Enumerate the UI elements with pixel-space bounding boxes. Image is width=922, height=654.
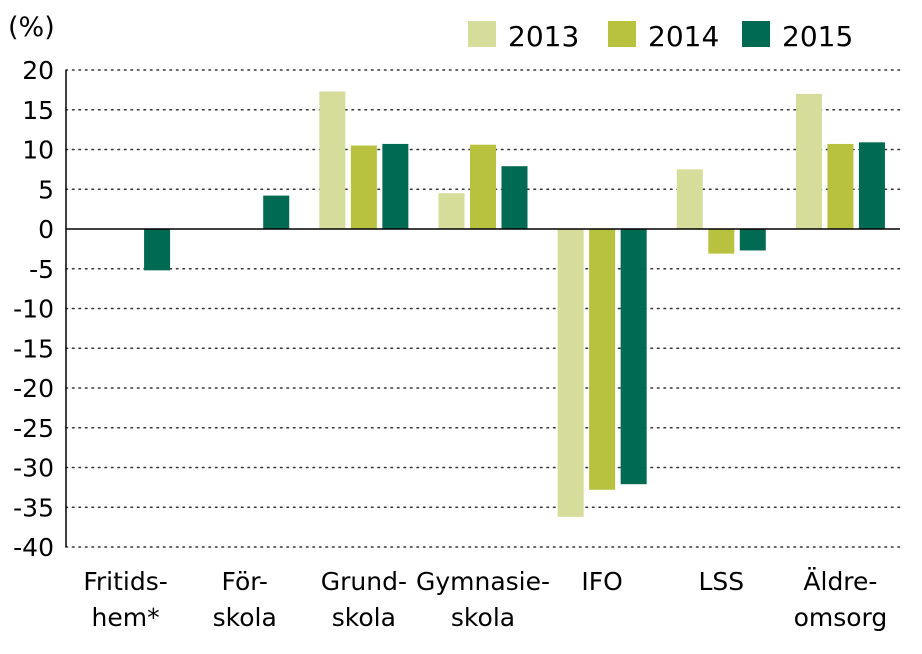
x-category-label: skola	[332, 603, 396, 632]
y-tick-label: 0	[38, 215, 54, 244]
bar-2013-5	[676, 169, 703, 229]
y-tick-label: -15	[13, 334, 54, 363]
bar-2014-3	[470, 144, 496, 229]
bar-2013-3	[438, 193, 465, 229]
bar-2013-4	[557, 229, 584, 517]
legend-label: 2015	[782, 20, 853, 53]
y-tick-label: -20	[13, 374, 54, 403]
bar-2015-0	[144, 229, 171, 271]
bar-2015-4	[620, 229, 647, 485]
bar-2014-4	[589, 229, 616, 490]
x-category-label: omsorg	[794, 603, 888, 632]
bar-2015-1	[263, 195, 290, 229]
legend: 2013 2014 2015	[468, 20, 853, 53]
legend-swatch-2013	[468, 21, 496, 47]
bar-2015-2	[382, 143, 409, 229]
x-axis-labels: Fritids-hem* För-skola Grund-skola Gymnasie…	[83, 567, 887, 632]
bar-2013-6	[795, 93, 822, 229]
legend-swatch-2014	[608, 21, 636, 47]
y-tick-label: 20	[22, 56, 54, 85]
y-unit-label: (%)	[8, 12, 55, 43]
y-tick-label: -10	[13, 295, 54, 324]
y-tick-label: -5	[29, 255, 54, 284]
x-category-label: skola	[213, 603, 277, 632]
y-tick-label: 15	[22, 96, 54, 125]
y-tick-label: 5	[38, 175, 54, 204]
legend-label: 2013	[508, 20, 579, 53]
x-category-label: hem*	[92, 603, 160, 632]
x-category-label: För-	[221, 567, 267, 596]
y-tick-label: -25	[13, 414, 54, 443]
grid-lines	[65, 69, 901, 548]
x-category-label: Äldre-	[803, 567, 877, 596]
y-tick-label: -30	[13, 454, 54, 483]
legend-label: 2014	[648, 20, 719, 53]
bar-2015-6	[858, 142, 885, 229]
x-category-label: Fritids-	[83, 567, 167, 596]
bar-2014-2	[350, 145, 377, 229]
x-category-label: LSS	[698, 567, 744, 596]
y-tick-label: -40	[13, 533, 54, 562]
bar-2015-3	[501, 166, 528, 229]
x-category-label: IFO	[581, 567, 622, 596]
x-category-label: Gymnasie-	[416, 567, 550, 596]
bar-2015-5	[739, 229, 766, 251]
x-category-label: skola	[451, 603, 515, 632]
y-axis-ticks: 20 15 10 5 0 -5 -10 -15 -20 -25 -30 -35 -40	[13, 56, 54, 562]
bar-2014-6	[827, 143, 854, 229]
legend-swatch-2015	[742, 21, 770, 47]
bar-2014-5	[708, 229, 735, 254]
bars	[144, 91, 885, 517]
y-tick-label: -35	[13, 493, 54, 522]
axes	[65, 70, 900, 547]
y-tick-label: 10	[22, 136, 54, 165]
x-category-label: Grund-	[321, 567, 407, 596]
bar-2013-2	[319, 91, 346, 229]
